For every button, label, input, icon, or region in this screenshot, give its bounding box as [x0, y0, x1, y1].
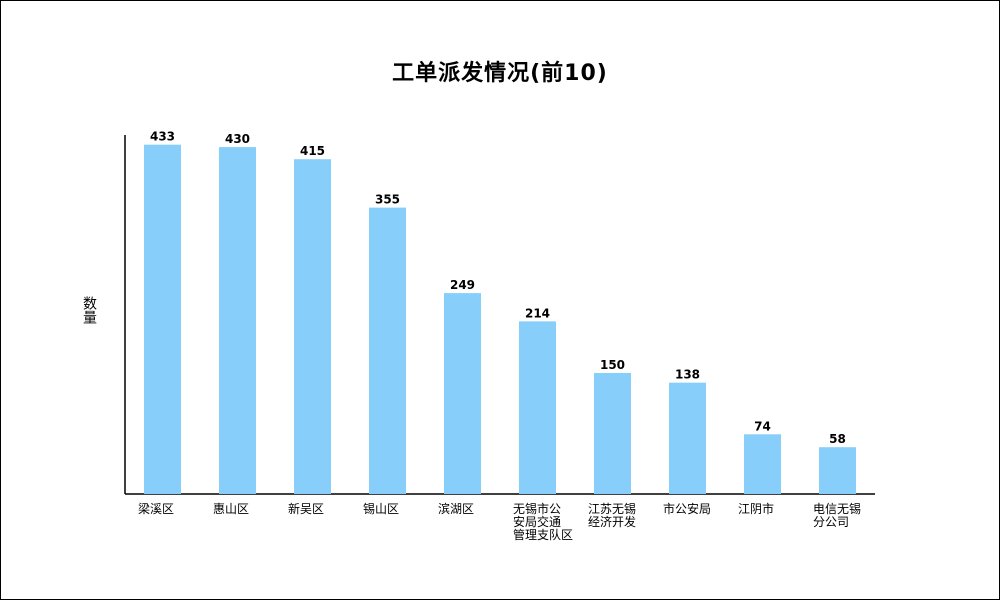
bar	[444, 293, 481, 494]
x-tick-label: 江阴市	[738, 501, 774, 516]
bar	[594, 372, 631, 494]
bar-value-label: 74	[754, 419, 771, 433]
bar-value-label: 214	[525, 306, 550, 320]
chart-title: 工单派发情况(前10)	[392, 61, 608, 86]
x-tick-label: 梁溪区	[138, 501, 174, 516]
bar	[669, 382, 706, 494]
bar	[369, 207, 406, 494]
bar-value-label: 415	[300, 144, 325, 158]
x-tick-label: 无锡市公安局交通管理支队区	[513, 501, 573, 542]
bar-value-label: 138	[675, 368, 700, 382]
bar-value-label: 58	[829, 432, 846, 446]
x-tick-label: 市公安局	[663, 501, 711, 516]
x-tick-label: 电信无锡分公司	[813, 501, 861, 529]
bar	[294, 159, 331, 494]
x-tick-label: 新吴区	[288, 501, 324, 516]
bar-value-label: 355	[375, 193, 400, 207]
x-tick-label: 锡山区	[363, 501, 399, 516]
bar	[519, 321, 556, 494]
bar	[819, 447, 856, 494]
bar-value-label: 150	[600, 358, 625, 372]
bar-value-label: 433	[150, 130, 175, 144]
bar	[144, 144, 181, 494]
x-tick-label: 江苏无锡经济开发	[588, 501, 636, 529]
y-axis-label: 数量	[81, 296, 97, 324]
bar	[219, 147, 256, 494]
x-tick-label: 惠山区	[213, 502, 249, 516]
bar	[744, 434, 781, 494]
bar-value-label: 430	[225, 132, 250, 146]
bar-value-label: 249	[450, 278, 475, 292]
x-tick-label: 滨湖区	[438, 501, 474, 516]
